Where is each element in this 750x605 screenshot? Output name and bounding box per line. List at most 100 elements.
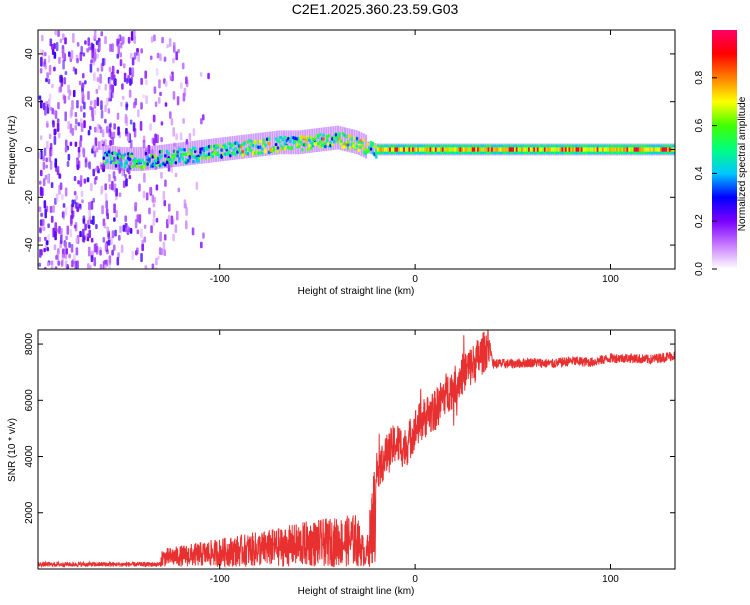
heatmap-cell (104, 118, 107, 124)
heatmap-cell (229, 146, 232, 150)
heatmap-cell (171, 160, 174, 164)
heatmap-cell (116, 69, 120, 74)
heatmap-cell (105, 125, 109, 134)
spectrogram-x-tick-label: 0 (412, 274, 418, 285)
heatmap-cell (154, 145, 157, 170)
heatmap-cell (125, 101, 128, 108)
heatmap-cell (183, 87, 187, 97)
heatmap-cell (133, 35, 136, 44)
heatmap-cell (200, 241, 203, 249)
heatmap-cell (133, 52, 137, 60)
snr-panel: -100 0 100 2000 4000 6000 8000 Height of stra… (7, 329, 676, 597)
heatmap-cell (427, 147, 430, 152)
heatmap-cell (579, 147, 582, 152)
heatmap-cell (185, 206, 188, 216)
heatmap-cell (301, 148, 304, 152)
heatmap-cell (172, 233, 175, 242)
heatmap-cell (322, 133, 325, 137)
heatmap-cell (79, 203, 82, 210)
heatmap-cell (177, 187, 181, 193)
heatmap-cell (145, 79, 148, 86)
heatmap-cell (406, 147, 409, 152)
heatmap-cell (584, 147, 587, 152)
heatmap-cell (420, 147, 423, 152)
heatmap-cell (158, 79, 161, 89)
heatmap-cell (181, 62, 185, 70)
heatmap-cell (93, 72, 96, 81)
heatmap-cell (65, 248, 69, 255)
heatmap-cell (143, 224, 147, 229)
heatmap-cell (145, 95, 148, 104)
heatmap-cell (53, 244, 57, 251)
heatmap-cell (448, 147, 451, 152)
heatmap-cell (123, 165, 127, 169)
heatmap-cell (44, 105, 47, 116)
heatmap-cell (259, 132, 262, 157)
heatmap-cell (81, 82, 85, 89)
heatmap-cell (122, 63, 126, 69)
heatmap-cell (82, 228, 85, 238)
heatmap-cell (38, 262, 42, 267)
heatmap-cell (79, 175, 83, 181)
heatmap-cell (165, 160, 169, 164)
heatmap-cell (464, 147, 467, 152)
heatmap-cell (327, 126, 330, 151)
heatmap-cell (52, 120, 55, 128)
spectrogram-x-label: Height of straight line (km) (298, 286, 415, 297)
heatmap-cell (577, 147, 580, 152)
heatmap-cell (197, 156, 200, 161)
heatmap-cell (207, 155, 211, 160)
heatmap-cell (49, 205, 53, 213)
heatmap-cell (70, 49, 74, 59)
heatmap-cell (91, 145, 95, 151)
heatmap-cell (90, 255, 94, 263)
heatmap-cell (163, 234, 167, 241)
heatmap-cell (338, 133, 341, 138)
heatmap-cell (450, 147, 453, 152)
heatmap-cell (57, 30, 60, 37)
heatmap-cell (533, 147, 536, 152)
spectrogram-y-axis: -40 -20 0 20 40 (24, 48, 675, 252)
heatmap-cell (199, 150, 202, 155)
heatmap-cell (429, 147, 432, 152)
heatmap-cell (78, 80, 82, 86)
heatmap-cell (119, 59, 123, 67)
heatmap-cell (96, 67, 100, 72)
heatmap-cell (95, 176, 98, 181)
heatmap-cell (417, 147, 420, 152)
heatmap-cell (630, 147, 633, 152)
heatmap-cell (55, 254, 58, 260)
heatmap-cell (473, 147, 476, 152)
heatmap-cell (54, 266, 58, 269)
heatmap-cell (169, 76, 173, 81)
heatmap-cell (54, 222, 58, 232)
heatmap-cell (138, 183, 141, 192)
heatmap-cell (329, 126, 332, 151)
spectrogram-y-label: Frequency (Hz) (7, 116, 18, 185)
heatmap-cell (216, 150, 220, 155)
heatmap-cell (343, 145, 346, 149)
heatmap-cell (77, 180, 80, 185)
heatmap-cell (258, 139, 262, 144)
heatmap-cell (90, 219, 93, 224)
heatmap-cell (519, 147, 522, 152)
heatmap-cell (359, 145, 362, 150)
heatmap-cell (43, 147, 47, 156)
heatmap-cell (274, 142, 278, 147)
heatmap-cell (570, 147, 573, 152)
heatmap-cell (190, 152, 193, 156)
heatmap-cell (46, 140, 49, 149)
heatmap-cell (396, 147, 399, 152)
heatmap-cell (640, 147, 643, 152)
heatmap-cell (160, 248, 164, 256)
heatmap-cell (75, 247, 79, 256)
heatmap-cell (179, 82, 183, 89)
heatmap-cell (93, 149, 97, 158)
heatmap-cell (117, 38, 121, 45)
heatmap-cell (59, 38, 63, 44)
heatmap-cell (159, 91, 162, 97)
heatmap-cell (306, 148, 309, 152)
heatmap-cell (148, 207, 151, 215)
heatmap-cell (101, 129, 105, 138)
heatmap-cell (332, 136, 336, 141)
